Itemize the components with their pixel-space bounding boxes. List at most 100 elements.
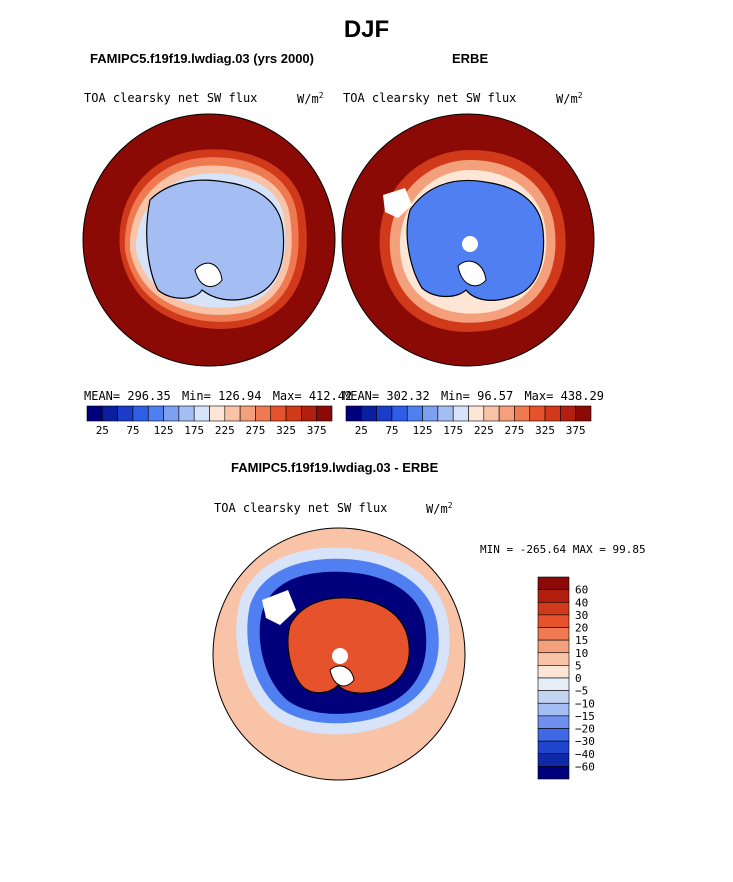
- model-antarctica-field: [146, 180, 284, 301]
- obs-colorbar-swatch-10: [498, 405, 515, 422]
- diff-units-text: W/m: [426, 502, 448, 516]
- obs-colorbar-tick-label: 25: [355, 424, 368, 437]
- model-colorbar-tick-label: 275: [246, 424, 266, 437]
- model-panel-title: FAMIPC5.f19f19.lwdiag.03 (yrs 2000): [90, 51, 314, 66]
- obs-colorbar-tick-label: 125: [413, 424, 433, 437]
- model-colorbar-tick-label: 75: [126, 424, 139, 437]
- diff-ross-ice-shelf: [329, 665, 355, 687]
- diff-pole-hole: [332, 648, 348, 664]
- diff-colorbar-swatch-15: [537, 766, 570, 780]
- model-polar-map: [83, 114, 335, 366]
- obs-polar-map: [342, 114, 594, 366]
- diff-colorbar-tick-label: 15: [575, 634, 588, 647]
- model-colorbar-swatch-1: [102, 405, 118, 422]
- diff-colorbar-swatch-13: [537, 740, 570, 755]
- model-units-text: W/m: [297, 92, 319, 106]
- model-colorbar-swatch-12: [270, 405, 287, 422]
- obs-colorbar-swatch-11: [514, 405, 531, 422]
- obs-coastline: [406, 179, 545, 301]
- model-map-border: [82, 113, 336, 367]
- diff-colorbar-swatch-14: [537, 753, 570, 767]
- diff-colorbar-swatch-7: [537, 665, 570, 679]
- model-colorbar-swatch-10: [239, 405, 256, 422]
- diff-polar-map: [213, 528, 465, 780]
- diff-colorbar-swatch-5: [537, 639, 570, 654]
- obs-mean-value: 302.32: [386, 389, 430, 403]
- obs-min-value: 96.57: [477, 389, 514, 403]
- model-max-label: Max=: [272, 389, 302, 403]
- diff-units-label: W/m2: [426, 501, 453, 516]
- model-mean-value: 296.35: [127, 389, 171, 403]
- obs-max-label: Max=: [524, 389, 554, 403]
- obs-colorbar-swatch-7: [452, 405, 469, 422]
- model-min-value: 126.94: [218, 389, 262, 403]
- obs-colorbar-swatch-12: [529, 405, 546, 422]
- obs-colorbar-swatch-0: [345, 405, 362, 422]
- obs-units-label: W/m2: [556, 91, 583, 106]
- model-stats: MEAN= 296.35 Min= 126.94 Max= 412.42: [84, 389, 352, 403]
- obs-ross-ice-shelf: [457, 260, 487, 287]
- model-ross-ice-shelf: [194, 262, 223, 288]
- model-colorbar-swatch-4: [147, 405, 164, 422]
- obs-colorbar-tick-label: 375: [566, 424, 586, 437]
- diff-colorbar-swatch-2: [537, 601, 570, 616]
- obs-colorbar: 25 75 125 175 225 275 325 375: [345, 405, 592, 437]
- obs-panel-title: ERBE: [452, 51, 489, 66]
- model-colorbar-swatch-7: [193, 405, 210, 422]
- obs-variable-label: TOA clearsky net SW flux: [343, 91, 517, 105]
- obs-colorbar-swatch-9: [483, 405, 500, 422]
- diff-colorbar-tick-label: −15: [575, 710, 595, 723]
- diff-colorbar-tick-label: −10: [575, 697, 595, 710]
- model-colorbar-tick-label: 175: [184, 424, 204, 437]
- diff-variable-label: TOA clearsky net SW flux: [214, 501, 388, 515]
- obs-mean-label: MEAN=: [343, 389, 380, 403]
- obs-min-label: Min=: [440, 389, 470, 403]
- model-variable-label: TOA clearsky net SW flux: [84, 91, 258, 105]
- diff-colorbar-tick-label: 10: [575, 647, 588, 660]
- diff-colorbar-swatch-1: [537, 589, 570, 603]
- diff-colorbar-tick-label: −5: [575, 685, 588, 698]
- model-colorbar-tick-label: 375: [307, 424, 327, 437]
- figure-title: DJF: [343, 16, 390, 43]
- diff-colorbar-swatch-6: [537, 652, 570, 666]
- diff-panel-title: FAMIPC5.f19f19.lwdiag.03 - ERBE: [231, 460, 439, 475]
- obs-colorbar-swatch-3: [391, 405, 408, 422]
- model-colorbar-swatch-9: [224, 405, 241, 422]
- diff-colorbar-tick-label: −30: [575, 735, 595, 748]
- diff-units-sup: 2: [447, 501, 453, 510]
- diff-colorbar-swatch-9: [537, 690, 570, 704]
- diff-colorbar-swatch-0: [537, 576, 570, 590]
- diff-colorbar-swatch-8: [537, 677, 570, 691]
- model-colorbar-swatch-11: [255, 405, 272, 422]
- diff-colorbar-tick-label: 60: [575, 584, 588, 597]
- model-colorbar-swatch-8: [209, 405, 226, 422]
- obs-max-value: 438.29: [560, 389, 604, 403]
- diff-colorbar-swatch-4: [537, 627, 570, 641]
- model-colorbar-tick-label: 325: [276, 424, 296, 437]
- obs-colorbar-swatch-13: [544, 405, 561, 422]
- model-colorbar-swatch-15: [316, 405, 333, 422]
- model-colorbar-tick-label: 25: [96, 424, 109, 437]
- model-colorbar-tick-label: 125: [154, 424, 174, 437]
- model-min-label: Min=: [181, 389, 211, 403]
- diff-missing-data-patch: [262, 590, 296, 625]
- diff-antarctica-field: [287, 597, 410, 694]
- model-max-value: 412.42: [308, 389, 353, 403]
- obs-colorbar-tick-label: 75: [385, 424, 398, 437]
- diff-colorbar-swatch-12: [537, 728, 570, 742]
- obs-map-border: [341, 113, 595, 367]
- diff-colorbar-tick-label: 40: [575, 596, 588, 609]
- model-colorbar-swatch-0: [86, 405, 103, 422]
- model-units-sup: 2: [318, 91, 324, 100]
- obs-colorbar-swatch-15: [575, 405, 592, 422]
- obs-colorbar-tick-label: 325: [535, 424, 555, 437]
- model-colorbar-swatch-2: [117, 405, 134, 422]
- obs-units-sup: 2: [577, 91, 583, 100]
- diff-colorbar-tick-label: −40: [575, 748, 595, 761]
- obs-missing-data-patch: [383, 188, 412, 218]
- obs-colorbar-swatch-1: [361, 405, 377, 422]
- model-colorbar-swatch-5: [163, 405, 180, 422]
- model-colorbar: 25 75 125 175 225 275 325 375: [86, 405, 333, 437]
- model-mean-label: MEAN=: [84, 389, 121, 403]
